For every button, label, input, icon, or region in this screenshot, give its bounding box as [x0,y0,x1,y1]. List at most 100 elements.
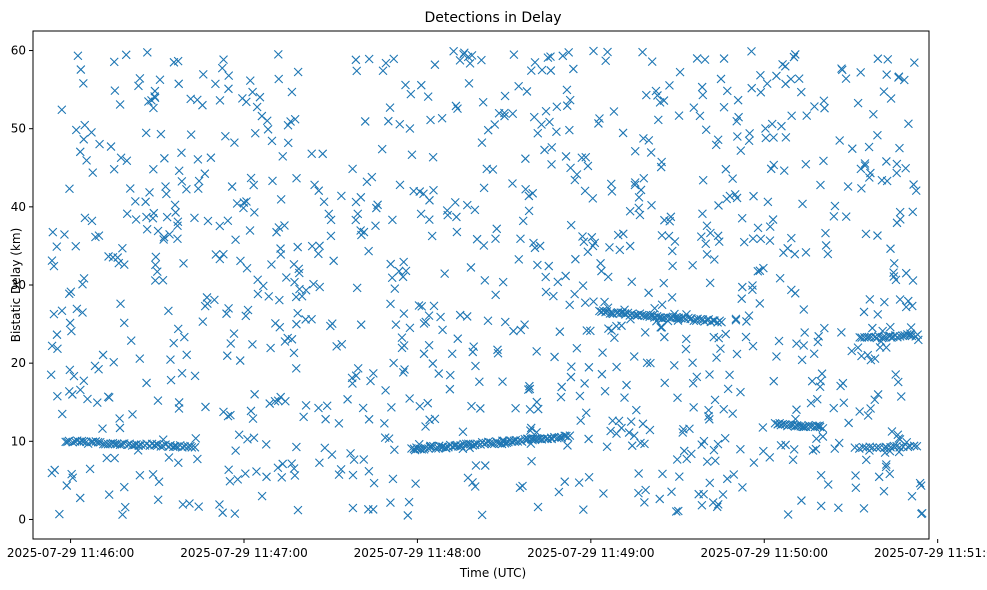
detection-point-172 [336,191,346,201]
detection-point-262 [273,49,283,59]
track-point-1267 [813,421,823,431]
detection-point-1028 [368,368,378,378]
detection-point-539 [572,343,582,353]
detection-point-725 [193,184,203,193]
detection-point-1033 [280,396,290,406]
detection-point-577 [73,51,83,61]
track-point-1184 [565,431,575,441]
detection-point-155 [625,241,635,251]
detection-point-413 [142,47,152,57]
detection-point-1034 [224,465,234,475]
detection-point-843 [159,153,169,163]
detection-point-926 [60,230,69,239]
detection-point-6 [753,223,763,233]
detection-point-74 [829,211,839,221]
track-point-1095 [168,442,178,452]
detection-point-1027 [566,163,575,173]
detection-point-603 [391,320,401,329]
detection-point-811 [524,206,534,216]
track-point-1222 [671,313,681,322]
detection-point-669 [348,470,358,480]
detection-point-433 [541,272,551,282]
detection-point-199 [490,120,500,129]
detection-point-579 [721,329,731,339]
detection-point-340 [179,258,188,268]
detection-point-975 [263,124,273,134]
detection-point-788 [847,144,857,154]
detection-point-150 [811,444,821,454]
detection-point-180 [830,201,840,211]
detection-point-280 [548,291,558,301]
y-tick-label-0: 0 [18,512,26,526]
detection-point-196 [565,300,575,310]
detection-point-116 [713,439,723,449]
detection-point-998 [194,502,204,511]
detection-point-167 [777,121,786,131]
detection-point-405 [520,320,529,330]
detection-point-591 [417,302,427,311]
detection-point-529 [790,50,800,59]
detection-point-40 [603,272,613,282]
detection-point-319 [428,359,438,368]
detection-point-147 [215,95,225,105]
detection-point-809 [747,285,757,295]
detection-point-195 [118,510,127,520]
detection-point-737 [229,329,239,339]
detection-point-687 [150,93,160,103]
detection-point-996 [609,107,619,116]
detection-point-548 [636,438,645,448]
detection-point-754 [901,163,911,173]
detection-point-508 [307,314,316,324]
detection-point-921 [841,74,851,84]
detection-point-780 [901,268,911,278]
detection-point-441 [428,152,438,162]
detection-point-982 [78,279,87,289]
detection-point-36 [445,370,455,380]
detection-point-501 [349,455,359,465]
detection-point-294 [543,53,553,62]
detection-point-587 [820,103,829,113]
detection-point-145 [523,385,533,395]
detection-point-831 [200,169,210,179]
detection-point-221 [65,184,74,194]
detection-point-1007 [194,176,204,186]
detection-point-813 [833,503,843,513]
detection-point-925 [52,242,62,252]
detection-point-520 [268,176,277,186]
detection-point-50 [62,481,72,490]
detection-point-316 [82,156,91,165]
detection-point-438 [174,79,184,89]
detection-point-635 [426,115,435,125]
detection-point-366 [748,234,758,244]
detection-point-655 [599,489,608,498]
detection-point-386 [909,180,918,189]
detection-point-1019 [265,399,275,408]
detection-point-917 [596,258,605,268]
detection-point-802 [471,461,481,470]
detection-point-768 [159,235,169,244]
detection-point-817 [49,261,59,271]
detection-point-43 [371,203,381,213]
detection-point-781 [700,55,710,65]
detection-point-492 [521,184,531,194]
detection-point-714 [558,51,568,61]
detection-point-773 [588,241,598,251]
detection-point-767 [704,414,714,424]
track-point-1215 [656,313,665,323]
detection-point-23 [373,200,383,210]
detection-point-908 [245,76,255,86]
detection-point-756 [230,138,239,147]
detection-point-504 [108,252,118,262]
detection-point-277 [895,143,904,153]
detection-point-789 [668,261,677,271]
detection-point-919 [524,381,534,391]
detection-point-1032 [440,269,450,279]
detection-point-912 [310,180,319,190]
detection-point-86 [158,275,168,285]
detection-point-437 [537,65,547,75]
detection-point-513 [564,125,574,135]
detection-point-824 [416,80,426,90]
detection-point-334 [634,203,644,213]
detection-point-971 [177,176,187,186]
detection-point-644 [455,55,465,65]
